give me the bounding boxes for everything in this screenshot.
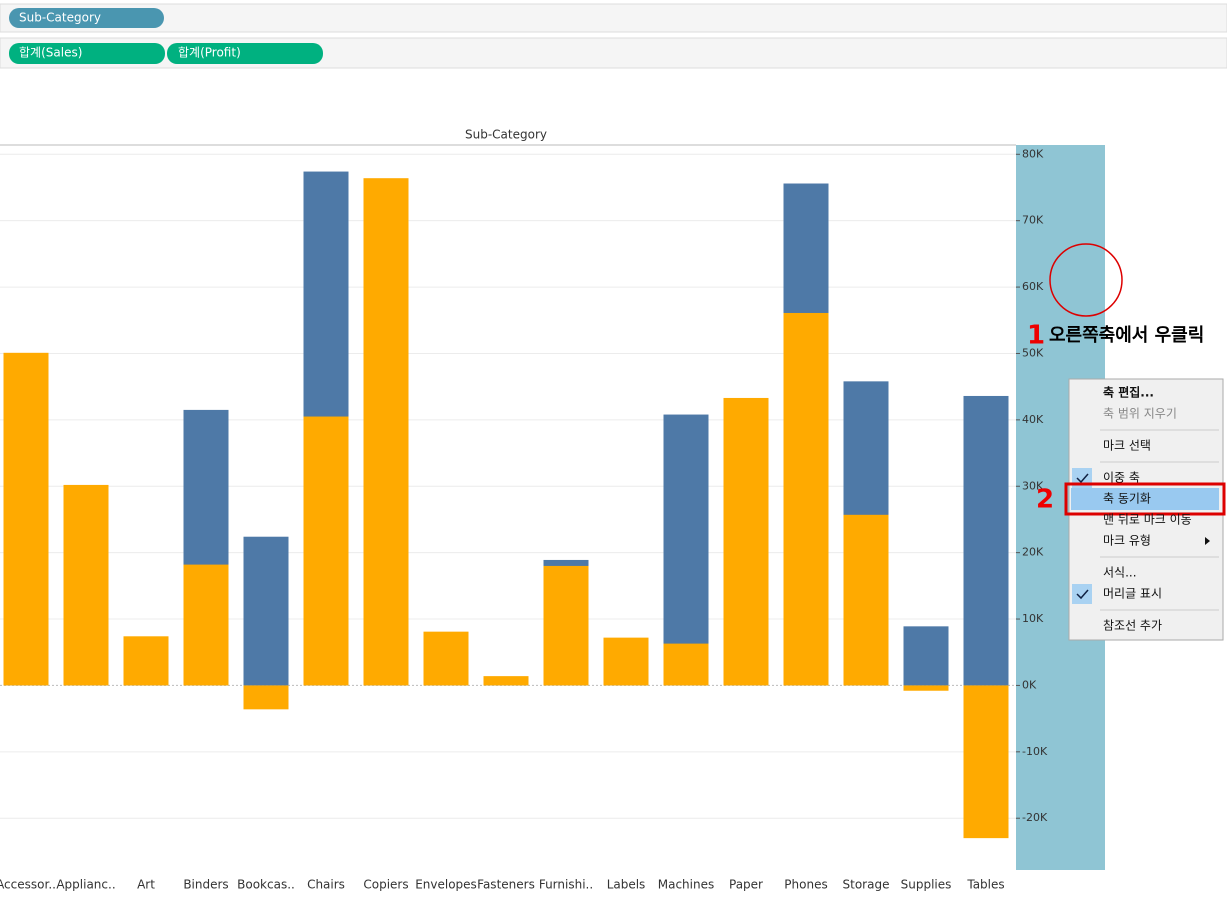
y-tick-label: 20K bbox=[1022, 546, 1044, 559]
bar bbox=[243, 536, 289, 686]
menu-highlight bbox=[1071, 488, 1219, 510]
menu-item[interactable]: 마크 선택 bbox=[1103, 439, 1151, 453]
bar bbox=[3, 352, 49, 686]
y-tick-label: 40K bbox=[1022, 413, 1044, 426]
bar bbox=[963, 395, 1009, 686]
x-tick-label: Furnishi.. bbox=[539, 878, 593, 892]
pill-label: 합계(Sales) bbox=[19, 46, 82, 60]
bar bbox=[723, 397, 769, 686]
step-text: 오른쪽축에서 우클릭 bbox=[1049, 325, 1204, 346]
x-tick-label: Bookcas.. bbox=[237, 878, 295, 892]
menu-item[interactable]: 머리글 표시 bbox=[1103, 587, 1162, 601]
bar bbox=[303, 416, 349, 686]
pill-label: 합계(Profit) bbox=[178, 46, 241, 60]
y-tick-label: 60K bbox=[1022, 280, 1044, 293]
bar bbox=[783, 312, 829, 686]
menu-item[interactable]: 이중 축 bbox=[1103, 471, 1140, 485]
check-bg bbox=[1072, 584, 1092, 604]
x-tick-label: Machines bbox=[658, 878, 714, 892]
bar bbox=[243, 685, 289, 710]
y-tick-label: 70K bbox=[1022, 214, 1044, 227]
menu-item[interactable]: 축 편집... bbox=[1103, 385, 1154, 400]
chart: -20K -10K 0K 10K 20K 30K 40K 50K 60K 70K 80K Access… bbox=[0, 145, 1105, 892]
x-tick-label: Applianc.. bbox=[56, 878, 115, 892]
x-tick-label: Copiers bbox=[363, 878, 408, 892]
bar bbox=[543, 565, 589, 686]
menu-item[interactable]: 서식... bbox=[1103, 566, 1137, 580]
bar bbox=[963, 685, 1009, 839]
y-tick-label: 50K bbox=[1022, 346, 1044, 359]
step-number: 1 bbox=[1027, 321, 1045, 351]
x-tick-label: Paper bbox=[729, 878, 763, 892]
bar bbox=[663, 643, 709, 686]
bar bbox=[843, 514, 889, 686]
y-tick-label: 30K bbox=[1022, 479, 1044, 492]
menu-item[interactable]: 맨 뒤로 마크 이동 bbox=[1103, 513, 1192, 527]
menu-item: 축 범위 지우기 bbox=[1103, 407, 1177, 421]
y-tick-label: 80K bbox=[1022, 147, 1044, 160]
y-tick-label: -10K bbox=[1022, 745, 1048, 758]
check-mark bbox=[1076, 589, 1089, 600]
bar bbox=[123, 636, 169, 686]
x-tick-label: Tables bbox=[966, 878, 1004, 892]
pill[interactable] bbox=[9, 43, 165, 64]
x-tick-label: Storage bbox=[843, 878, 890, 892]
columns-shelf bbox=[0, 3, 1227, 33]
y-tick-label: 10K bbox=[1022, 612, 1044, 625]
bar bbox=[903, 626, 949, 686]
highlight-circle bbox=[1049, 243, 1123, 317]
bar bbox=[663, 414, 709, 686]
chart-header: Sub-Category bbox=[465, 128, 547, 142]
bar bbox=[483, 676, 529, 686]
x-tick-label: Chairs bbox=[307, 878, 345, 892]
bar bbox=[903, 685, 949, 691]
x-tick-label: Accessor.. bbox=[0, 878, 56, 892]
menu-item[interactable]: 참조선 추가 bbox=[1103, 619, 1162, 633]
menu-item[interactable]: 축 동기화 bbox=[1103, 492, 1151, 506]
highlight-box bbox=[1064, 482, 1226, 516]
x-tick-label: Art bbox=[137, 878, 155, 892]
x-tick-label: Envelopes bbox=[415, 878, 477, 892]
bar bbox=[63, 484, 109, 686]
x-tick-label: Supplies bbox=[901, 878, 952, 892]
x-tick-label: Labels bbox=[607, 878, 646, 892]
x-tick-label: Phones bbox=[784, 878, 827, 892]
step-number: 2 bbox=[1036, 485, 1054, 515]
x-tick-label: Fasteners bbox=[477, 878, 535, 892]
x-tick-label: Binders bbox=[183, 878, 228, 892]
bar bbox=[423, 631, 469, 686]
menu-item[interactable]: 마크 유형 bbox=[1103, 534, 1151, 548]
y-tick-label: 0K bbox=[1022, 678, 1037, 691]
pill-label: Sub-Category bbox=[19, 11, 101, 25]
pill[interactable] bbox=[167, 43, 323, 64]
bar bbox=[603, 637, 649, 686]
bar bbox=[183, 564, 229, 686]
y-tick-label: -20K bbox=[1022, 811, 1048, 824]
submenu-arrow bbox=[1205, 537, 1210, 545]
bar bbox=[363, 178, 409, 686]
pill[interactable] bbox=[9, 8, 164, 28]
check-mark bbox=[1076, 473, 1089, 484]
